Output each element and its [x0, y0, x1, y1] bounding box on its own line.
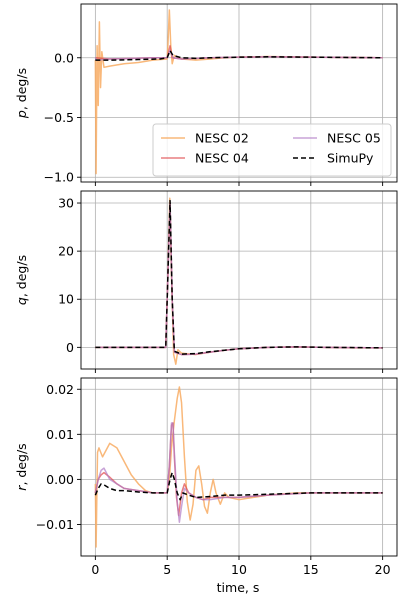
series-line-nesc-02: [94, 386, 383, 548]
legend-label: NESC 04: [195, 151, 249, 166]
panel-p: −1.0 −0.5 0.0 p, deg/s NESC 02 NESC 04 NESC 05…: [14, 3, 398, 186]
series-line-nesc-05: [94, 422, 383, 523]
panel-r: 0 5 10 15 20 −0.01 0.00 0.01 0.02 r, deg/s: [14, 377, 398, 577]
y-tick-label: 0.01: [46, 427, 74, 442]
y-tick-label: 0.02: [46, 382, 74, 397]
y-axis-label: r, deg/s: [14, 443, 29, 490]
legend-box: [152, 123, 392, 177]
y-tick-label: 0.0: [54, 50, 74, 65]
legend-label: NESC 05: [327, 131, 381, 146]
y-axis-label: q, deg/s: [14, 255, 29, 305]
y-tick-label: −0.01: [36, 517, 74, 532]
x-tick-label: 0: [91, 562, 99, 577]
x-axis-label: time, s: [217, 580, 260, 595]
y-axis-var: q: [14, 297, 29, 305]
y-axis-unit: , deg/s: [14, 255, 29, 297]
series-group: [94, 9, 383, 175]
y-tick-label: 30: [58, 196, 74, 211]
series-line-simupy: [95, 199, 383, 355]
y-axis-var: r: [14, 485, 29, 491]
x-tick-label: 20: [375, 562, 391, 577]
x-tick-label: 5: [163, 562, 171, 577]
series-group: [94, 386, 383, 548]
series-group: [95, 197, 383, 365]
y-tick-label: 20: [58, 244, 74, 259]
legend-label: SimuPy: [327, 151, 374, 166]
legend-label: NESC 02: [195, 131, 249, 146]
y-axis-var: p: [14, 110, 29, 119]
series-line-simupy: [95, 49, 383, 61]
y-tick-label: −0.5: [44, 110, 74, 125]
y-tick-label: 0.00: [46, 472, 74, 487]
y-tick-label: −1.0: [44, 170, 74, 185]
legend: NESC 02 NESC 04 NESC 05 SimuPy: [152, 123, 392, 177]
y-axis-unit: , deg/s: [14, 443, 29, 485]
y-tick-label: 0: [66, 340, 74, 355]
x-tick-label: 10: [231, 562, 247, 577]
y-tick-label: 10: [58, 292, 74, 307]
x-tick-label: 15: [303, 562, 319, 577]
y-axis-label: p, deg/s: [14, 68, 29, 119]
panel-q: 0 10 20 30 q, deg/s: [14, 190, 398, 373]
series-line-simupy: [94, 471, 383, 501]
y-axis-unit: , deg/s: [14, 68, 29, 110]
